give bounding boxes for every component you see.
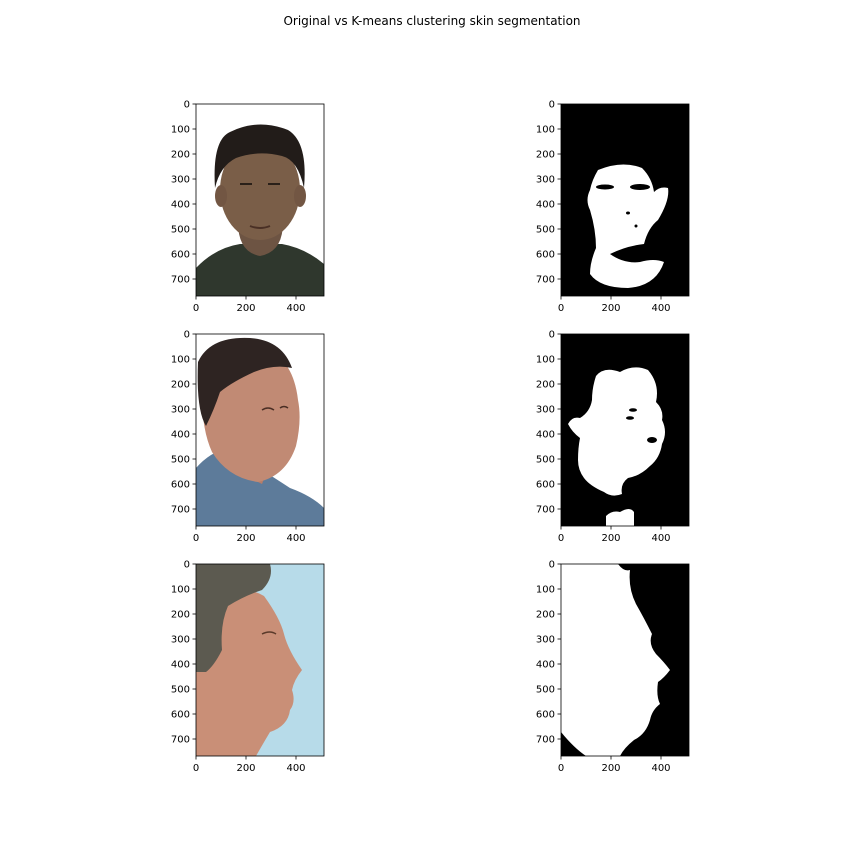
x-tick-label: 400 <box>651 763 670 774</box>
axes-frame <box>195 563 325 757</box>
y-tick-label: 500 <box>536 455 555 466</box>
panel-photo-2 <box>196 334 324 526</box>
y-tick-label: 400 <box>536 200 555 211</box>
y-tick-label: 100 <box>536 125 555 136</box>
y-tick-label: 700 <box>171 275 190 286</box>
y-tick-label: 100 <box>171 355 190 366</box>
x-tick-label: 400 <box>651 533 670 544</box>
y-tick-label: 0 <box>184 560 190 571</box>
y-tick-label: 700 <box>171 505 190 516</box>
x-tick-label: 400 <box>286 303 305 314</box>
y-tick-label: 600 <box>536 710 555 721</box>
x-tick-label: 0 <box>193 303 199 314</box>
x-tick-label: 0 <box>193 763 199 774</box>
y-tick-label: 300 <box>536 405 555 416</box>
y-tick-label: 500 <box>171 225 190 236</box>
y-tick-label: 300 <box>536 175 555 186</box>
panel-mask-1 <box>561 104 689 296</box>
y-tick-label: 400 <box>536 430 555 441</box>
y-tick-label: 600 <box>171 710 190 721</box>
y-tick-label: 0 <box>184 100 190 111</box>
y-tick-label: 300 <box>536 635 555 646</box>
y-tick-label: 600 <box>536 480 555 491</box>
y-tick-label: 300 <box>171 405 190 416</box>
y-tick-label: 700 <box>171 735 190 746</box>
y-tick-label: 700 <box>536 275 555 286</box>
y-tick-label: 200 <box>536 150 555 161</box>
axes-frame <box>195 333 325 527</box>
figure-title: Original vs K-means clustering skin segm… <box>283 14 581 28</box>
x-tick-label: 200 <box>601 533 620 544</box>
axes-frame <box>195 103 325 297</box>
y-tick-label: 300 <box>171 175 190 186</box>
y-tick-label: 0 <box>549 330 555 341</box>
panel-mask-2 <box>561 334 689 526</box>
y-tick-label: 100 <box>536 355 555 366</box>
axes-frame <box>560 103 690 297</box>
y-tick-label: 100 <box>171 125 190 136</box>
y-tick-label: 200 <box>536 610 555 621</box>
x-tick-label: 0 <box>193 533 199 544</box>
y-tick-label: 600 <box>171 480 190 491</box>
y-tick-label: 400 <box>171 430 190 441</box>
x-tick-label: 200 <box>601 303 620 314</box>
x-tick-label: 200 <box>236 303 255 314</box>
x-tick-label: 200 <box>236 533 255 544</box>
axes-frame <box>560 333 690 527</box>
x-tick-label: 0 <box>558 763 564 774</box>
y-tick-label: 0 <box>549 560 555 571</box>
x-tick-label: 0 <box>558 303 564 314</box>
y-tick-label: 500 <box>171 685 190 696</box>
y-tick-label: 200 <box>171 380 190 391</box>
y-tick-label: 100 <box>536 585 555 596</box>
axes-frame <box>560 563 690 757</box>
y-tick-label: 200 <box>536 380 555 391</box>
y-tick-label: 200 <box>171 610 190 621</box>
y-tick-label: 500 <box>536 225 555 236</box>
y-tick-label: 300 <box>171 635 190 646</box>
x-tick-label: 400 <box>286 763 305 774</box>
y-tick-label: 200 <box>171 150 190 161</box>
y-tick-label: 400 <box>536 660 555 671</box>
y-tick-label: 500 <box>171 455 190 466</box>
y-tick-label: 700 <box>536 735 555 746</box>
x-tick-label: 400 <box>651 303 670 314</box>
x-tick-label: 200 <box>601 763 620 774</box>
y-tick-label: 100 <box>171 585 190 596</box>
y-tick-label: 0 <box>549 100 555 111</box>
y-tick-label: 700 <box>536 505 555 516</box>
y-tick-label: 400 <box>171 200 190 211</box>
y-tick-label: 600 <box>171 250 190 261</box>
x-tick-label: 400 <box>286 533 305 544</box>
panel-photo-1 <box>196 104 324 296</box>
panel-mask-3 <box>561 564 689 756</box>
x-tick-label: 0 <box>558 533 564 544</box>
y-tick-label: 500 <box>536 685 555 696</box>
panel-photo-3 <box>196 564 324 756</box>
y-tick-label: 0 <box>184 330 190 341</box>
x-tick-label: 200 <box>236 763 255 774</box>
y-tick-label: 400 <box>171 660 190 671</box>
y-tick-label: 600 <box>536 250 555 261</box>
